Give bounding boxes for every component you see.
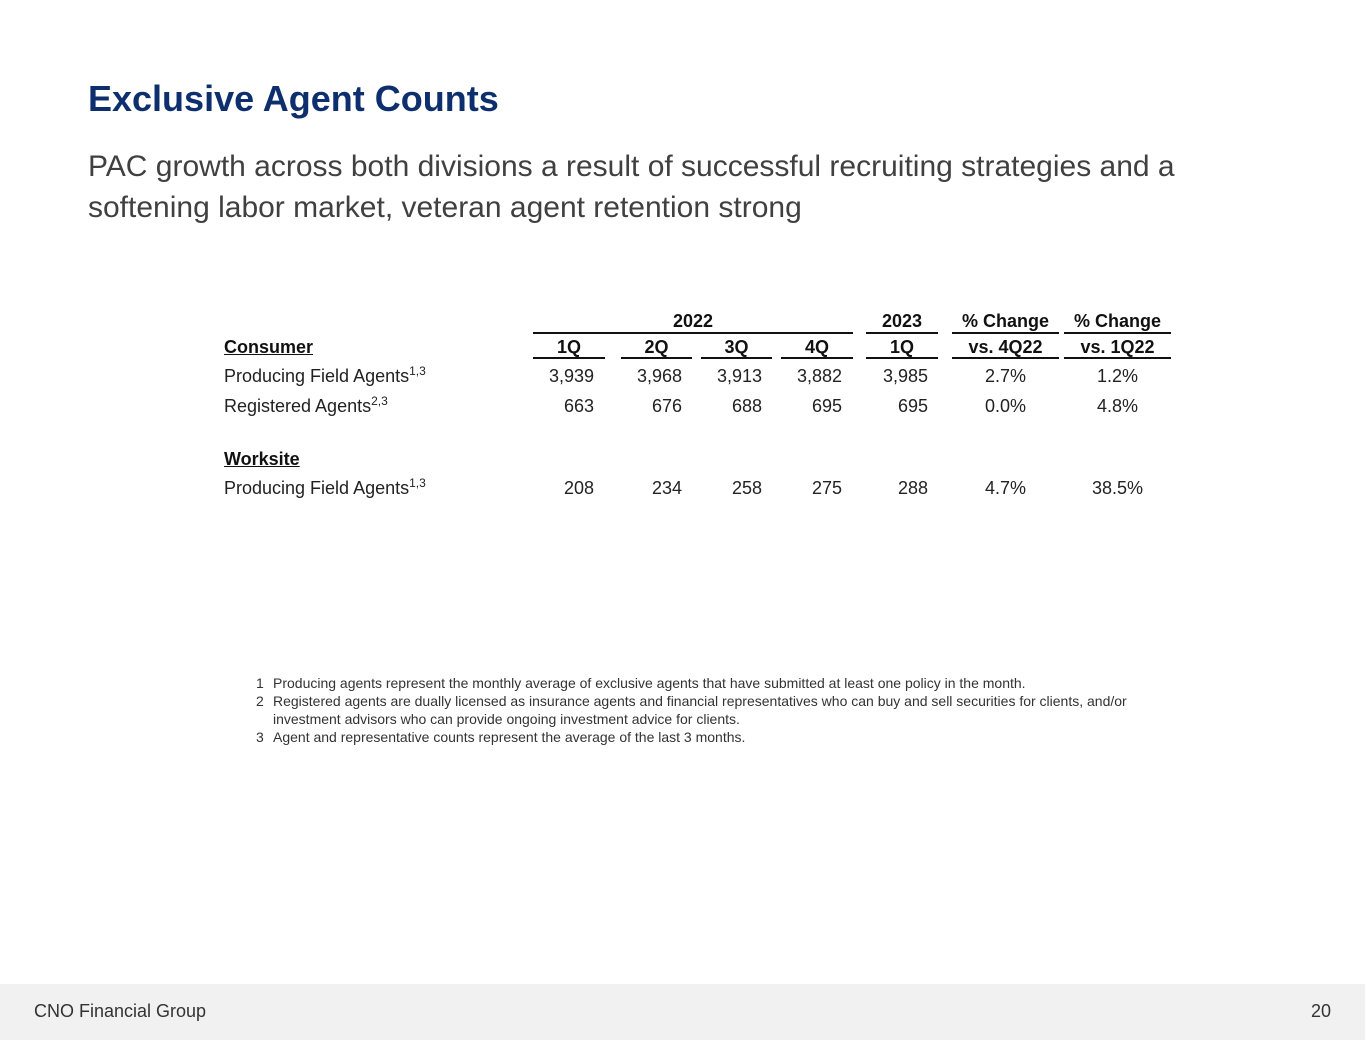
col-header: 3Q [724,337,749,357]
cell-value: 208 [563,478,594,498]
header-pct-change-2: % Change [1073,311,1161,331]
cell-value: 3,913 [716,366,762,386]
footnote-text: Agent and representative counts represen… [273,729,746,745]
footnote-text: Producing agents represent the monthly a… [273,675,1026,691]
row-label: Producing Field Agents1,3 [224,364,426,387]
cell-value: 695 [897,396,928,416]
cell-value: 688 [731,396,762,416]
divider [621,357,692,359]
divider [533,357,605,359]
header-2023: 2023 [881,311,923,331]
page-title: Exclusive Agent Counts [88,78,499,119]
cell-value: 3,882 [796,366,842,386]
footnote-number: 1 [256,675,264,691]
header-pct-change-1: % Change [961,311,1049,331]
row-label: Producing Field Agents1,3 [224,476,426,499]
cell-value: 3,985 [882,366,928,386]
page-subtitle: PAC growth across both divisions a resul… [88,150,1175,224]
row-label-text: Producing Field Agents [224,478,410,498]
header-2022: 2022 [672,311,714,331]
footnote-ref: 2,3 [371,394,388,408]
footer-bar [0,984,1365,1040]
col-header: vs. 4Q22 [968,337,1043,357]
cell-value: 3,939 [548,366,594,386]
section-worksite: Worksite [224,449,300,469]
divider [952,332,1059,334]
col-header: 2Q [644,337,669,357]
footnote-number: 3 [256,729,264,745]
row-label-text: Registered Agents [224,396,372,416]
cell-pct-change: 4.8% [1096,396,1139,416]
divider [866,357,938,359]
divider [781,357,853,359]
col-header: 1Q [556,337,581,357]
footnote-text: Registered agents are dually licensed as… [273,693,1127,727]
cell-value: 288 [897,478,928,498]
footnote-ref: 1,3 [409,364,426,378]
divider [701,357,772,359]
cell-pct-change: 1.2% [1096,366,1139,386]
row-label-text: Producing Field Agents [224,366,410,386]
row-label: Registered Agents2,3 [224,394,388,417]
footnote-ref: 1,3 [409,476,426,490]
footnote: 3 Agent and representative counts represe… [256,728,1136,746]
cell-value: 234 [651,478,682,498]
footnote: 1 Producing agents represent the monthly … [256,674,1136,692]
cell-value: 275 [811,478,842,498]
cell-value: 695 [811,396,842,416]
footnotes: 1 Producing agents represent the monthly … [256,674,1136,746]
footnote-number: 2 [256,693,264,709]
cell-pct-change: 38.5% [1091,478,1144,498]
divider [952,357,1059,359]
cell-pct-change: 2.7% [984,366,1027,386]
cell-value: 676 [651,396,682,416]
cell-value: 3,968 [636,366,682,386]
divider [1064,357,1171,359]
section-consumer: Consumer [224,337,314,357]
page-number: 20 [1310,1001,1331,1021]
cell-value: 663 [563,396,594,416]
divider [866,332,938,334]
footer-company: CNO Financial Group [34,1001,207,1021]
cell-pct-change: 0.0% [984,396,1027,416]
col-header: 1Q [889,337,914,357]
col-header: vs. 1Q22 [1080,337,1155,357]
cell-pct-change: 4.7% [984,478,1027,498]
footnote: 2 Registered agents are dually licensed a… [256,692,1136,728]
cell-value: 258 [731,478,762,498]
col-header: 4Q [804,337,829,357]
divider [533,332,853,334]
divider [1064,332,1171,334]
